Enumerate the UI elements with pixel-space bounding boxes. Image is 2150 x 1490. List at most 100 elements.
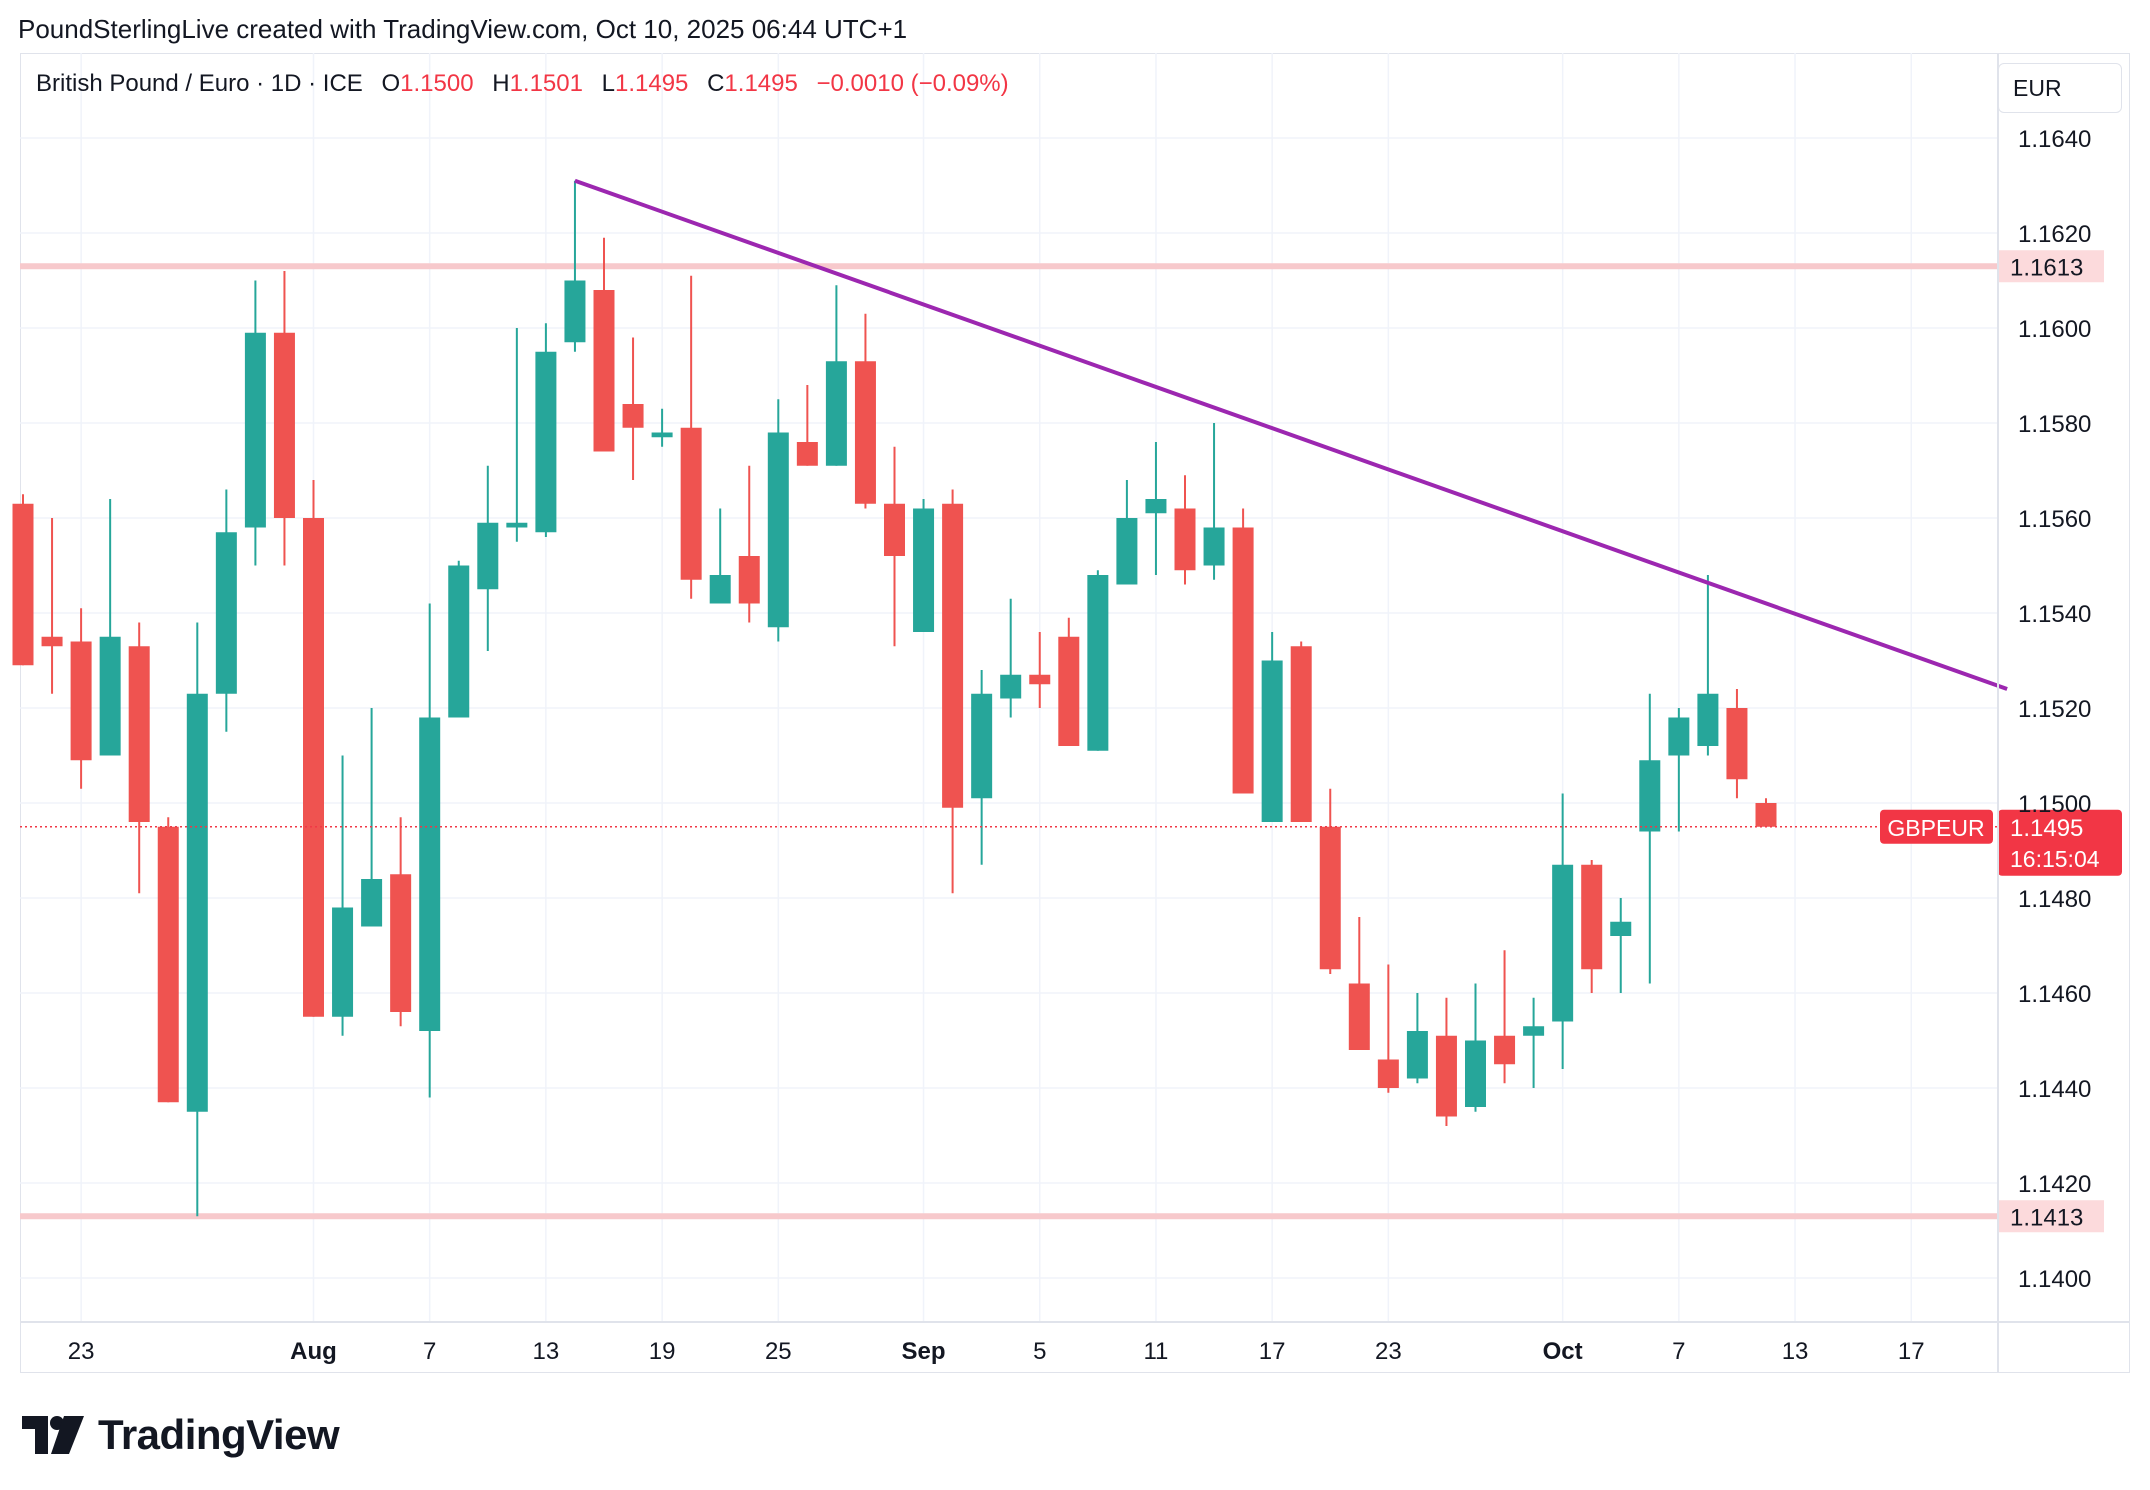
x-tick-label: 23 [1375,1338,1402,1365]
candle [332,755,354,1036]
candle [390,817,412,1027]
candle-body [390,874,412,1012]
tradingview-logo-icon [22,1416,84,1454]
candle-body [796,442,818,466]
candle-body [99,636,121,756]
candle [1058,617,1080,746]
candle-body [419,717,441,1031]
candle-body [1697,693,1719,746]
x-tick-label: 17 [1898,1338,1925,1365]
candle-body [564,280,586,343]
close-label: C [707,70,725,97]
candle [1435,997,1457,1126]
candle-body [1726,708,1748,780]
symbol-title: British Pound / Euro · 1D · ICE [36,70,363,97]
candle-body [1058,636,1080,746]
trendline-layer: GBPEUR 1.1495 16:15:04 [20,178,2122,876]
candle-body [767,432,789,628]
candle [535,323,557,537]
open-value: 1.1500 [400,70,474,97]
candle [1000,598,1022,718]
candle [273,271,295,566]
candle [1232,508,1254,794]
x-tick-label: 13 [533,1338,560,1365]
candle-body [1174,508,1196,571]
y-tick-label: 1.1400 [2018,1266,2091,1293]
candle-body [1145,499,1167,514]
candle [854,313,876,509]
x-tick-label: 23 [68,1338,95,1365]
candle [361,708,383,927]
x-tick-label: Oct [1543,1338,1583,1365]
candle [1377,964,1399,1093]
x-tick-label: 7 [423,1338,436,1365]
candle-body [1610,921,1632,936]
candle [738,465,760,623]
x-tick-label: 7 [1672,1338,1685,1365]
candle-body [971,693,993,799]
candle [448,560,470,718]
candle-body [1581,864,1603,970]
horizontal-levels: 1.1613 1.1413 [20,250,2104,1233]
candle [1697,575,1719,756]
candle [564,180,586,352]
x-tick-label: 5 [1033,1338,1046,1365]
candle [1610,898,1632,993]
candle-body [477,522,499,590]
candle [128,622,150,894]
candle-body [361,879,383,927]
candle-body [1465,1040,1486,1107]
candle [1290,641,1312,822]
tradingview-brand: TradingView [98,1411,340,1458]
candle-body [1290,646,1312,822]
candle-body [1639,760,1661,832]
candle [1029,632,1051,708]
candle [1203,423,1225,580]
y-tick-label: 1.1440 [2018,1076,2091,1103]
y-tick-label: 1.1600 [2018,316,2091,343]
candle [1726,689,1748,799]
candle [1087,570,1109,751]
candle-body [884,503,905,556]
candle-body [1000,674,1022,699]
candle-body [651,432,673,438]
candle-body [913,508,935,632]
candle [215,489,237,732]
candle [1465,983,1486,1112]
low-value: 1.1495 [615,70,689,97]
candle-body [12,503,34,666]
candle-body [942,503,964,808]
candle [913,499,935,632]
candle-body [157,826,179,1103]
candle-body [1029,674,1051,685]
candle [186,622,208,1217]
candle-body [244,332,266,528]
x-tick-label: 25 [765,1338,792,1365]
candle [1145,442,1167,575]
currency-selector[interactable]: EUR [1998,63,2122,113]
candle [1116,480,1138,585]
candle-body [1261,660,1283,822]
high-value: 1.1501 [509,70,583,97]
candle-body [593,290,615,452]
candle-body [709,575,731,604]
candle-body [41,636,63,647]
candle-body [1203,527,1225,566]
resistance-level-label-bg [1998,250,2104,283]
candle [796,385,818,466]
close-value: 1.1495 [724,70,798,97]
candle-body [332,907,354,1017]
candle [1639,693,1661,984]
chart-frame[interactable] [20,53,2130,1373]
candle [1261,632,1283,822]
tradingview-logo[interactable]: TradingView [22,1410,340,1460]
candle-body [1319,826,1341,970]
support-level-label-bg [1998,1200,2104,1233]
candle-body [1348,983,1370,1050]
candle [477,465,499,651]
candle [680,275,702,599]
candle-body [622,404,644,428]
candle-body [854,361,876,504]
candle [303,480,324,1017]
